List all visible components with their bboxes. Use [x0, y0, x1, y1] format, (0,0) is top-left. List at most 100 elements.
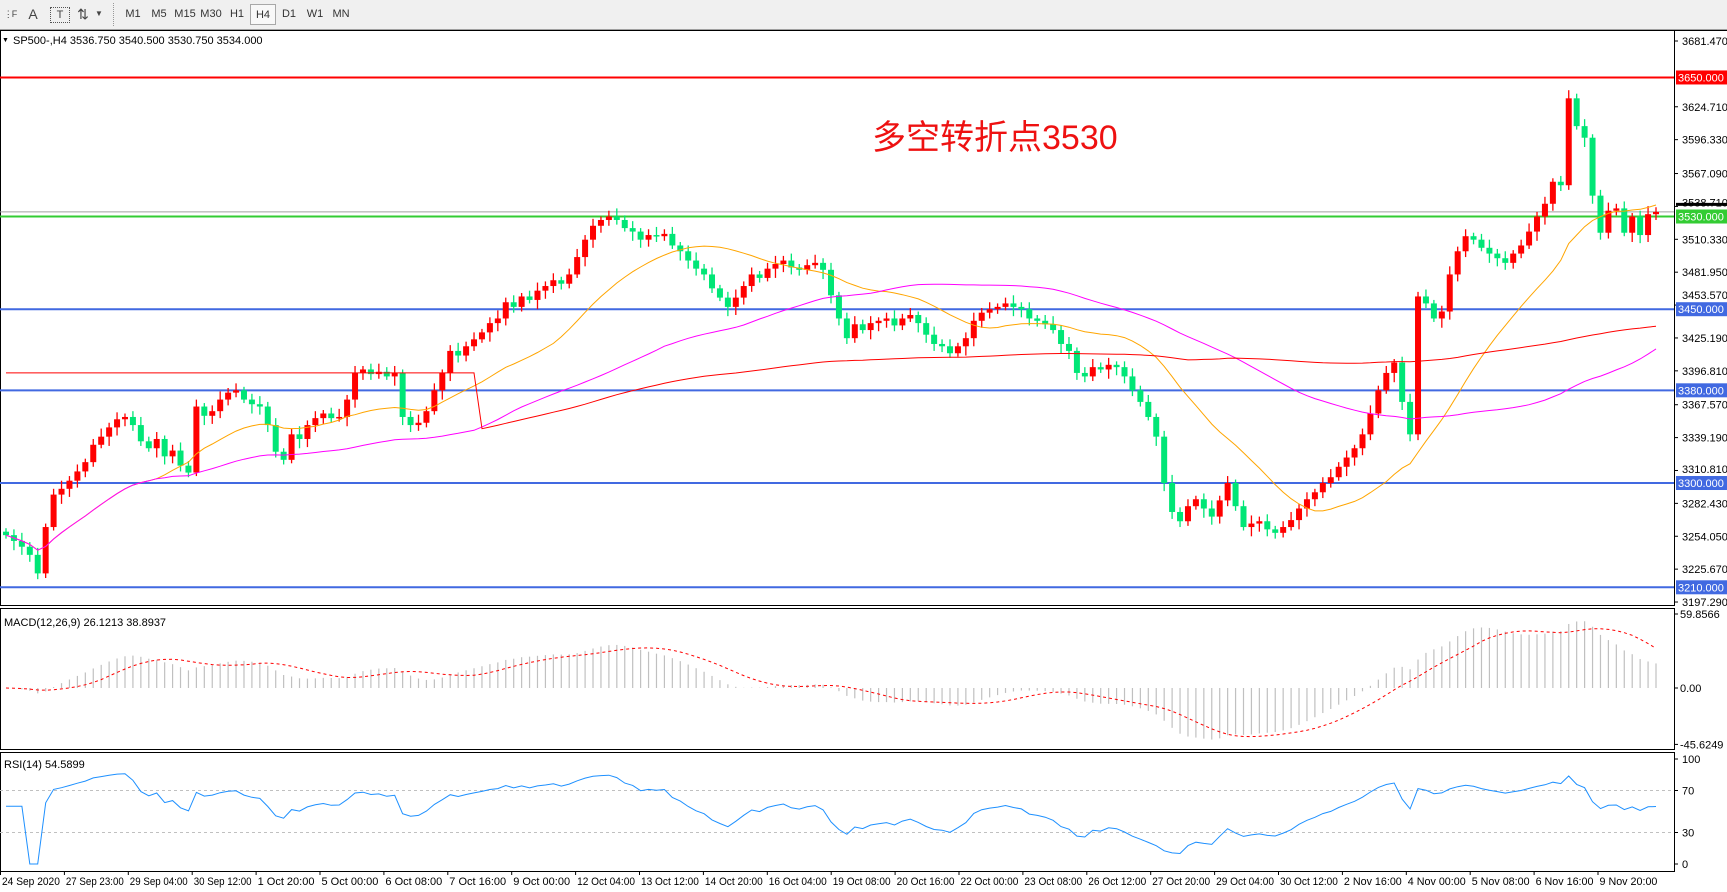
- candle: [1375, 385, 1382, 419]
- candle: [629, 221, 636, 241]
- candle-body: [478, 332, 485, 340]
- candle-body: [740, 286, 747, 298]
- candle-body: [748, 274, 755, 287]
- candle-body: [716, 288, 723, 298]
- timeframe-m1-button[interactable]: M1: [125, 8, 141, 20]
- candle-body: [931, 334, 938, 344]
- candle: [764, 262, 771, 282]
- candle: [1565, 90, 1572, 190]
- candle: [954, 342, 961, 357]
- candle-body: [939, 343, 946, 347]
- candle: [161, 435, 168, 465]
- macd-tick-label: 59.8566: [1680, 609, 1720, 621]
- candle-body: [891, 318, 898, 326]
- time-tick-label: 27 Sep 23:00: [66, 876, 124, 888]
- candle-body: [1169, 483, 1176, 512]
- candle-body: [391, 372, 398, 377]
- timeframe-m15-button[interactable]: M15: [174, 8, 196, 20]
- grid-icon[interactable]: ⋮F: [3, 9, 18, 19]
- arrows-icon[interactable]: ⇅: [77, 6, 89, 22]
- text-icon[interactable]: A: [28, 6, 38, 22]
- candle-body: [383, 371, 390, 377]
- macd-signal-line: [5, 628, 1657, 738]
- candle-body: [344, 399, 351, 417]
- candle: [26, 542, 33, 562]
- candle: [534, 282, 541, 310]
- candle-body: [1629, 216, 1636, 233]
- candle: [701, 264, 708, 281]
- dropdown-icon[interactable]: ▼: [95, 9, 103, 18]
- candle-body: [201, 406, 208, 416]
- candle: [962, 332, 969, 356]
- candle-body: [1637, 216, 1644, 236]
- candle-body: [494, 318, 501, 324]
- candle: [1438, 305, 1445, 328]
- candle: [66, 476, 73, 497]
- candle: [1510, 250, 1517, 269]
- candle: [724, 291, 731, 317]
- candle-body: [1327, 477, 1334, 484]
- candle: [582, 235, 589, 267]
- candle-body: [1303, 499, 1310, 509]
- timeframe-h4-button[interactable]: H4: [250, 4, 276, 25]
- candle: [1319, 477, 1326, 499]
- candle-body: [812, 262, 819, 266]
- collapse-arrow-icon[interactable]: ▼: [2, 37, 9, 44]
- candle: [931, 326, 938, 351]
- timeframe-h1-button[interactable]: H1: [229, 8, 245, 20]
- timeframe-m5-button[interactable]: M5: [151, 8, 167, 20]
- price-tick-label: 3339.190: [1682, 433, 1727, 445]
- candle: [98, 428, 105, 449]
- candle: [3, 528, 9, 539]
- candle-body: [121, 416, 128, 420]
- candle: [447, 345, 454, 382]
- candle: [114, 412, 121, 436]
- candle-body: [510, 302, 517, 307]
- level-label: 3210.000: [1678, 582, 1724, 594]
- candle-body: [280, 451, 287, 460]
- time-tick-label: 7 Oct 16:00: [449, 876, 506, 888]
- candle: [820, 258, 827, 280]
- candle: [1145, 394, 1152, 421]
- text-label-icon[interactable]: T: [50, 7, 70, 23]
- price-tick-label: 3254.050: [1682, 531, 1727, 543]
- candle-body: [1200, 499, 1207, 509]
- candle-body: [1446, 274, 1453, 312]
- candle: [1177, 507, 1184, 528]
- candle-body: [1161, 436, 1168, 484]
- candle: [153, 432, 160, 458]
- candle-body: [1597, 195, 1604, 233]
- candle: [796, 264, 803, 276]
- timeframe-d1-button[interactable]: D1: [281, 8, 297, 20]
- timeframe-w1-button[interactable]: W1: [306, 8, 324, 20]
- candle: [693, 252, 700, 276]
- candle-body: [693, 260, 700, 269]
- price-chart[interactable]: 3681.4703624.7103596.3303567.0903538.710…: [0, 30, 1727, 892]
- candle-body: [613, 216, 620, 220]
- candle: [518, 292, 525, 312]
- candle: [716, 284, 723, 302]
- candle-body: [772, 264, 779, 269]
- candle-body: [415, 422, 422, 426]
- candle: [455, 342, 462, 363]
- candle-body: [177, 450, 184, 466]
- time-tick-label: 5 Nov 08:00: [1472, 876, 1530, 888]
- candle: [788, 253, 795, 275]
- timeframe-mn-button[interactable]: MN: [332, 8, 350, 20]
- timeframe-m30-button[interactable]: M30: [200, 8, 222, 20]
- candle: [526, 290, 533, 304]
- candle: [669, 226, 676, 249]
- candle-body: [645, 235, 652, 240]
- candle-body: [962, 338, 969, 347]
- level-label-bg: [1676, 383, 1727, 398]
- candle: [328, 407, 335, 423]
- candle: [812, 254, 819, 269]
- candle: [137, 416, 144, 446]
- macd-tick-label: 0.00: [1680, 683, 1701, 695]
- candle-body: [304, 425, 311, 439]
- time-tick-label: 22 Oct 00:00: [961, 876, 1019, 888]
- candle-body: [106, 427, 113, 437]
- candle: [272, 418, 279, 458]
- candle-body: [423, 411, 430, 423]
- time-tick-label: 24 Sep 2020: [2, 876, 60, 888]
